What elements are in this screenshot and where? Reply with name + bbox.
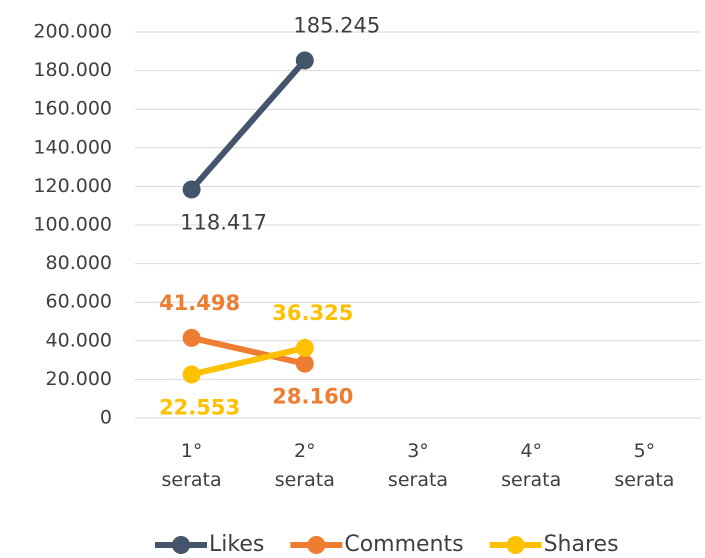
- data-label: 22.553: [159, 395, 240, 419]
- legend-marker: [307, 536, 326, 554]
- y-tick-label: 120.000: [33, 175, 112, 197]
- x-tick-label: 3° serata: [387, 440, 449, 491]
- data-label: 28.160: [272, 385, 353, 409]
- x-tick-label: 5° serata: [614, 440, 675, 491]
- y-tick-label: 200.000: [33, 21, 112, 43]
- data-label: 41.498: [159, 291, 240, 315]
- point: [182, 328, 201, 347]
- legend-marker: [172, 536, 190, 554]
- y-tick-label: 60.000: [46, 291, 112, 313]
- data-label: 185.245: [293, 13, 380, 37]
- point: [182, 180, 201, 199]
- line: [190, 344, 306, 378]
- y-tick-label: 40.000: [46, 329, 112, 351]
- point: [295, 354, 314, 373]
- y-tick-label: 180.000: [33, 59, 112, 81]
- legend-label: Comments: [344, 532, 463, 557]
- x-tick-label: 1° serata: [161, 440, 222, 491]
- point: [182, 365, 201, 384]
- data-label: 36.325: [272, 301, 353, 325]
- point: [295, 51, 314, 70]
- legend-marker: [506, 536, 525, 554]
- legend-label: Likes: [209, 532, 264, 557]
- y-tick-label: 80.000: [46, 252, 112, 274]
- y-tick-label: 160.000: [33, 98, 112, 120]
- y-tick-label: 0: [100, 407, 112, 429]
- y-tick-label: 20.000: [46, 368, 112, 390]
- line: [189, 58, 308, 192]
- legend-label: Shares: [544, 532, 619, 557]
- point: [295, 338, 314, 357]
- x-tick-label: 2° serata: [274, 440, 335, 491]
- x-tick-label: 4° serata: [501, 440, 562, 491]
- y-tick-label: 140.000: [33, 136, 112, 158]
- data-label: 118.417: [180, 210, 267, 234]
- y-tick-label: 100.000: [33, 214, 112, 236]
- line: [190, 334, 306, 367]
